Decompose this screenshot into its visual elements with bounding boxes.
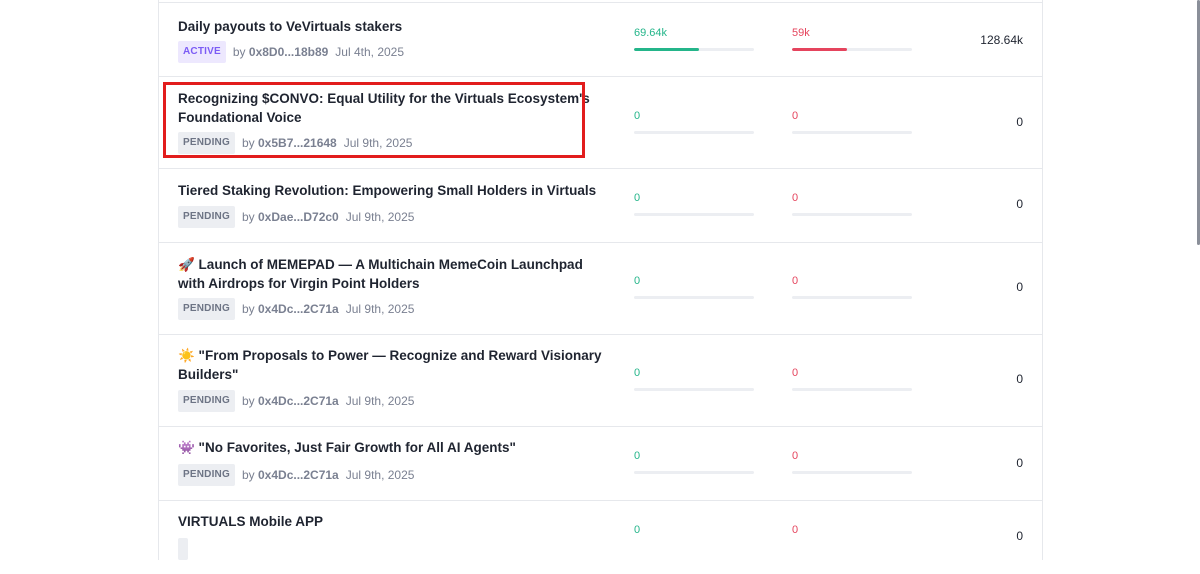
status-badge: PENDING (178, 132, 235, 154)
for-votes: 0 (634, 367, 641, 379)
for-votes: 0 (634, 524, 641, 536)
against-progress-bar (792, 213, 912, 216)
proposal-row[interactable]: ☀️ "From Proposals to Power — Recognize … (159, 334, 1042, 426)
proposal-meta: PENDING by 0x4Dc...2C71a Jul 9th, 2025 (178, 390, 414, 412)
proposal-date: Jul 9th, 2025 (345, 210, 415, 224)
proposal-date: Jul 9th, 2025 (345, 394, 415, 408)
against-votes: 0 (792, 192, 799, 204)
against-votes: 0 (792, 450, 799, 462)
proposal-title[interactable]: Recognizing $CONVO: Equal Utility for th… (178, 91, 590, 125)
proposal-title[interactable]: 🚀 Launch of MEMEPAD — A Multichain MemeC… (178, 257, 583, 291)
scrollbar[interactable] (1197, 0, 1200, 245)
proposal-title[interactable]: Daily payouts to VeVirtuals stakers (178, 19, 403, 34)
proposal-date: Jul 9th, 2025 (343, 136, 413, 150)
against-votes: 0 (792, 275, 799, 287)
for-progress-bar (634, 213, 754, 216)
author[interactable]: by 0x4Dc...2C71a (241, 302, 339, 316)
total-votes: 0 (1016, 115, 1023, 129)
for-votes: 0 (634, 110, 641, 122)
proposal-date: Jul 9th, 2025 (345, 302, 415, 316)
for-progress-bar (634, 296, 754, 299)
proposal-date: Jul 9th, 2025 (345, 468, 415, 482)
status-badge (178, 538, 188, 560)
proposal-date: Jul 4th, 2025 (335, 45, 405, 59)
status-badge: ACTIVE (178, 41, 226, 63)
author[interactable]: by 0x4Dc...2C71a (241, 394, 339, 408)
author[interactable]: by 0x4Dc...2C71a (241, 468, 339, 482)
proposal-meta: ACTIVE by 0x8D0...18b89 Jul 4th, 2025 (178, 41, 404, 63)
total-votes: 0 (1016, 372, 1023, 386)
proposal-meta: PENDING by 0x4Dc...2C71a Jul 9th, 2025 (178, 464, 414, 486)
for-progress-bar (634, 388, 754, 391)
status-badge: PENDING (178, 298, 235, 320)
proposal-meta: PENDING by 0x5B7...21648 Jul 9th, 2025 (178, 132, 412, 154)
total-votes: 0 (1016, 197, 1023, 211)
for-progress-bar (634, 131, 754, 134)
against-votes: 0 (792, 110, 799, 122)
for-progress-fill (634, 48, 699, 51)
author[interactable]: by 0xDae...D72c0 (241, 210, 339, 224)
total-votes: 0 (1016, 280, 1023, 294)
against-votes: 0 (792, 367, 799, 379)
author[interactable]: by 0x8D0...18b89 (232, 45, 329, 59)
for-progress-bar (634, 48, 754, 51)
status-badge: PENDING (178, 390, 235, 412)
author[interactable]: by 0x5B7...21648 (241, 136, 337, 150)
proposal-title[interactable]: Tiered Staking Revolution: Empowering Sm… (178, 183, 597, 198)
proposal-meta: PENDING by 0x4Dc...2C71a Jul 9th, 2025 (178, 298, 414, 320)
against-progress-bar (792, 471, 912, 474)
against-votes: 0 (792, 524, 799, 536)
proposal-row[interactable]: Tiered Staking Revolution: Empowering Sm… (159, 168, 1042, 242)
for-votes: 69.64k (634, 27, 668, 39)
against-progress-bar (792, 296, 912, 299)
against-progress-bar (792, 48, 912, 51)
against-progress-bar (792, 388, 912, 391)
total-votes: 128.64k (980, 33, 1023, 47)
proposal-title[interactable]: ☀️ "From Proposals to Power — Recognize … (178, 348, 602, 382)
for-votes: 0 (634, 192, 641, 204)
total-votes: 0 (1016, 456, 1023, 470)
status-badge: PENDING (178, 464, 235, 486)
for-progress-bar (634, 471, 754, 474)
status-badge: PENDING (178, 206, 235, 228)
proposal-row[interactable]: Daily payouts to VeVirtuals stakers ACTI… (159, 2, 1042, 76)
proposal-title[interactable]: VIRTUALS Mobile APP (178, 514, 324, 529)
against-progress-bar (792, 131, 912, 134)
proposal-list: Daily payouts to VeVirtuals stakers ACTI… (158, 0, 1043, 560)
against-votes: 59k (792, 27, 810, 39)
for-votes: 0 (634, 275, 641, 287)
proposal-meta (178, 538, 188, 560)
for-votes: 0 (634, 450, 641, 462)
proposal-row[interactable]: VIRTUALS Mobile APP 0 0 0 (159, 500, 1042, 574)
proposal-row[interactable]: 🚀 Launch of MEMEPAD — A Multichain MemeC… (159, 242, 1042, 334)
against-progress-fill (792, 48, 848, 51)
total-votes: 0 (1016, 529, 1023, 543)
proposal-title[interactable]: 👾 "No Favorites, Just Fair Growth for Al… (178, 440, 516, 455)
proposal-meta: PENDING by 0xDae...D72c0 Jul 9th, 2025 (178, 206, 414, 228)
proposal-row[interactable]: Recognizing $CONVO: Equal Utility for th… (159, 76, 1042, 168)
proposal-row[interactable]: 👾 "No Favorites, Just Fair Growth for Al… (159, 426, 1042, 500)
